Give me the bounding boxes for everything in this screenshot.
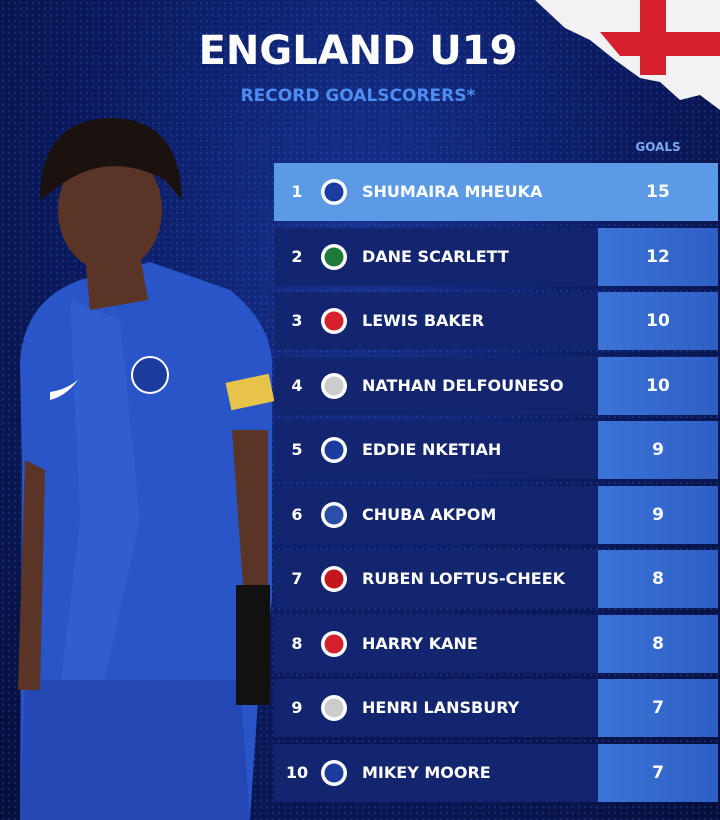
player-name: DANE SCARLETT bbox=[362, 246, 509, 266]
rank: 7 bbox=[291, 569, 303, 588]
title: ENGLAND U19 bbox=[198, 28, 518, 74]
badge-icon bbox=[321, 437, 347, 463]
rank: 8 bbox=[291, 633, 303, 653]
player bbox=[18, 118, 275, 820]
column-header: GOALS bbox=[635, 140, 681, 154]
player-name: HENRI LANSBURY bbox=[362, 698, 520, 717]
badge-icon bbox=[321, 695, 347, 721]
goals: 8 bbox=[598, 550, 718, 608]
badge-icon bbox=[321, 759, 347, 786]
subtitle: RECORD GOALSCORERS* bbox=[240, 86, 476, 106]
rank: 1 bbox=[291, 182, 303, 201]
badge-icon bbox=[321, 243, 347, 270]
player-name: NATHAN DELFOUNESO bbox=[362, 375, 564, 395]
player-name: HARRY KANE bbox=[362, 633, 478, 653]
club-badge bbox=[320, 501, 348, 533]
table-row: 1 SHUMAIRA MHEUKA 15 bbox=[274, 163, 718, 221]
goals: 8 bbox=[598, 614, 718, 673]
badge-icon bbox=[321, 501, 347, 528]
table-row: 8 HARRY KANE 8 bbox=[274, 614, 718, 673]
goals: 10 bbox=[598, 292, 718, 350]
table-row: 9 HENRI LANSBURY 7 bbox=[274, 679, 718, 737]
club-badge bbox=[320, 372, 348, 404]
rank: 10 bbox=[285, 762, 309, 782]
player-name: EDDIE NKETIAH bbox=[362, 440, 502, 459]
goals: 15 bbox=[646, 182, 670, 202]
flag-cross bbox=[600, 32, 720, 56]
rank: 2 bbox=[291, 246, 303, 266]
club-badge bbox=[320, 307, 348, 339]
table: 1 SHUMAIRA MHEUKA 15 2 DANE SCARLETT 12 3 LEWIS… bbox=[274, 163, 718, 808]
goals: 10 bbox=[598, 356, 718, 415]
table-row: 10 MIKEY MOORE 7 bbox=[274, 743, 718, 802]
player-name: SHUMAIRA MHEUKA bbox=[362, 182, 543, 201]
player-name: LEWIS BAKER bbox=[362, 311, 485, 330]
rank: 5 bbox=[291, 440, 303, 459]
table-row: 3 LEWIS BAKER 10 bbox=[274, 292, 718, 350]
badge-icon bbox=[321, 179, 347, 205]
club-badge bbox=[320, 243, 348, 275]
goals: 12 bbox=[598, 227, 718, 286]
goals: 7 bbox=[598, 679, 718, 737]
table-row: 5 EDDIE NKETIAH 9 bbox=[274, 421, 718, 479]
player-name: CHUBA AKPOM bbox=[362, 504, 497, 524]
player-name: MIKEY MOORE bbox=[362, 762, 491, 782]
club-badge bbox=[320, 565, 348, 597]
goals: 9 bbox=[598, 485, 718, 544]
club-badge bbox=[320, 694, 348, 726]
rank: 9 bbox=[291, 698, 303, 717]
goals: 9 bbox=[598, 421, 718, 479]
table-row: 6 CHUBA AKPOM 9 bbox=[274, 485, 718, 544]
club-badge bbox=[320, 436, 348, 468]
club-badge bbox=[320, 178, 348, 210]
table-row: 2 DANE SCARLETT 12 bbox=[274, 227, 718, 286]
table-row: 7 RUBEN LOFTUS-CHEEK 8 bbox=[274, 550, 718, 608]
table-row: 4 NATHAN DELFOUNESO 10 bbox=[274, 356, 718, 415]
goals: 7 bbox=[598, 743, 718, 802]
rank: 3 bbox=[291, 311, 303, 330]
club-badge bbox=[320, 630, 348, 662]
badge-icon bbox=[321, 308, 347, 334]
rank: 4 bbox=[291, 375, 303, 395]
badge-icon bbox=[321, 630, 347, 657]
club-badge bbox=[320, 759, 348, 791]
rank: 6 bbox=[291, 504, 303, 524]
badge-icon bbox=[321, 372, 347, 399]
badge-icon bbox=[321, 566, 347, 592]
player-name: RUBEN LOFTUS-CHEEK bbox=[362, 569, 566, 588]
